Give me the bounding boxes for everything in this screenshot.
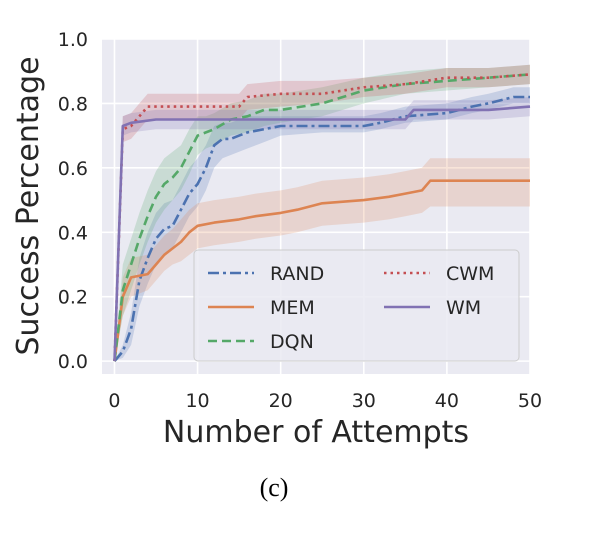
x-tick-label: 20 [269, 390, 293, 412]
legend-label-dqn: DQN [270, 331, 314, 353]
confidence-bands [114, 64, 530, 362]
x-axis-label: Number of Attempts [163, 415, 469, 450]
legend-label-cwm: CWM [446, 263, 494, 285]
series-lines [113, 73, 531, 362]
band-dqn [114, 64, 530, 362]
y-tick-label: 0.6 [58, 158, 88, 180]
band-mem [114, 158, 530, 362]
band-cwm [114, 64, 530, 362]
y-tick-label: 0.8 [58, 93, 88, 115]
y-tick-label: 0.4 [58, 222, 88, 244]
series-rand [113, 95, 530, 362]
x-tick-label: 30 [352, 390, 376, 412]
series-dqn [113, 73, 531, 362]
x-tick-labels: 0 10 20 30 40 50 [108, 390, 542, 412]
y-tick-labels: 0.0 0.2 0.4 0.6 0.8 1.0 [58, 29, 88, 373]
band-rand [114, 87, 530, 362]
y-tick-label: 0.2 [58, 287, 88, 309]
y-axis-label: Success Percentage [11, 56, 46, 355]
y-tick-label: 1.0 [58, 29, 88, 51]
band-wm [114, 97, 530, 362]
series-mem [113, 179, 530, 362]
x-tick-label: 40 [435, 390, 459, 412]
legend-label-rand: RAND [270, 263, 324, 285]
x-tick-label: 50 [518, 390, 542, 412]
legend-label-wm: WM [446, 297, 481, 319]
x-tick-label: 0 [108, 390, 120, 412]
y-tick-label: 0.0 [58, 351, 88, 373]
legend-label-mem: MEM [270, 297, 315, 319]
series-wm [113, 105, 531, 362]
legend: RAND MEM DQN CWM WM [193, 249, 520, 362]
figure-caption: (c) [260, 473, 289, 502]
x-tick-label: 10 [185, 390, 209, 412]
legend-box [193, 249, 520, 362]
